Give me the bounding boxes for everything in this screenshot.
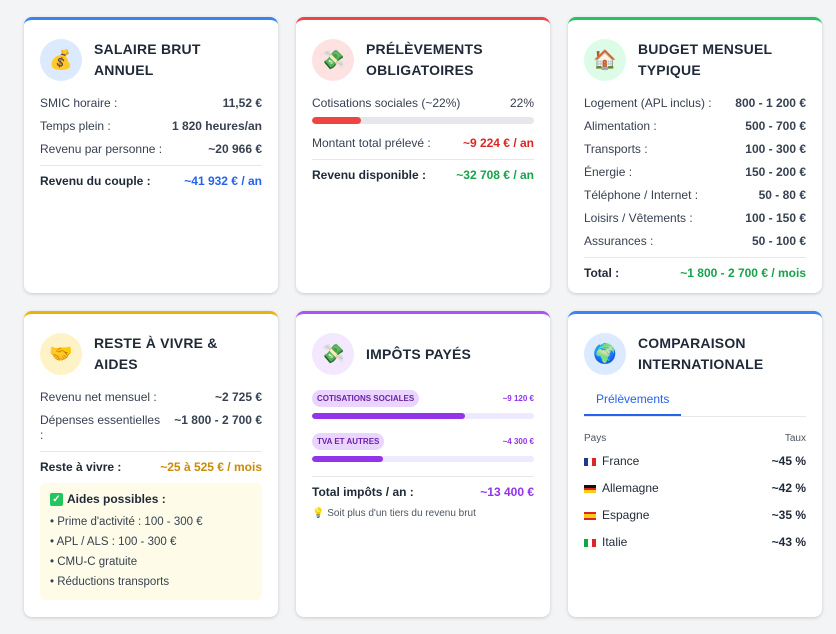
comparaison-title: Comparaison internationale: [638, 335, 764, 372]
budget-row: Assurances :50 - 100 €: [584, 234, 806, 248]
divider: [40, 451, 262, 452]
prelevements-title: Prélèvements obligatoires: [366, 41, 483, 78]
table-row: Italie ~43 %: [584, 535, 806, 549]
salaire-card: 💰 Salaire brut annuel SMIC horaire :11,5…: [24, 17, 278, 293]
reste-title: Reste à vivre & aides: [94, 335, 218, 372]
budget-row: Énergie :150 - 200 €: [584, 165, 806, 179]
prelevements-card: 💸 Prélèvements obligatoires Cotisations s…: [296, 17, 550, 293]
budget-card: 🏠 Budget mensuel typique Logement (APL in…: [568, 17, 822, 293]
table-header: Pays Taux: [584, 433, 806, 444]
reste-card: 🤝 Reste à vivre & aides Revenu net mensu…: [24, 311, 278, 617]
impots-card: 💸 Impôts payés Cotisations sociales ~9 12…: [296, 311, 550, 617]
budget-row: Loisirs / Vêtements :100 - 150 €: [584, 211, 806, 225]
total-row: Total : ~1 800 - 2 700 € / mois: [584, 266, 806, 280]
table-row: Allemagne ~42 %: [584, 481, 806, 495]
tax-badge: TVA et autres: [312, 433, 385, 450]
total-row: Revenu du couple : ~41 932 € / an: [40, 174, 262, 188]
list-item: APL / ALS : 100 - 300 €: [50, 532, 252, 552]
lightbulb-icon: 💡: [312, 508, 325, 519]
info-row: Revenu net mensuel : ~2 725 €: [40, 390, 262, 404]
flag-france-icon: [584, 457, 596, 466]
table-row: Espagne ~35 %: [584, 508, 806, 522]
total-row: Reste à vivre : ~25 à 525 € / mois: [40, 460, 262, 474]
flag-spain-icon: [584, 511, 596, 520]
globe-icon: 🌍: [584, 333, 626, 375]
list-item: CMU-C gratuite: [50, 552, 252, 572]
tax-badge: Cotisations sociales: [312, 390, 420, 407]
budget-title: Budget mensuel typique: [638, 41, 773, 78]
list-item: Prime d'activité : 100 - 300 €: [50, 512, 252, 532]
note: 💡 Soit plus d'un tiers du revenu brut: [312, 508, 476, 519]
money-bag-icon: 💰: [40, 39, 82, 81]
list-item: Réductions transports: [50, 572, 252, 592]
info-row: SMIC horaire :11,52 €: [40, 96, 262, 110]
table-row: France ~45 %: [584, 454, 806, 468]
tax-progress-bar: [312, 413, 534, 419]
impots-header: 💸 Impôts payés: [312, 332, 534, 376]
tab-prelevements[interactable]: Prélèvements: [584, 392, 682, 416]
disponible-row: Revenu disponible : ~32 708 € / an: [312, 168, 534, 182]
budget-row: Alimentation :500 - 700 €: [584, 119, 806, 133]
divider: [312, 476, 534, 477]
comparaison-header: 🌍 Comparaison internationale: [584, 332, 806, 376]
info-row: Dépenses essentielles : ~1 800 - 2 700 €: [40, 413, 262, 442]
budget-row: Logement (APL inclus) :800 - 1 200 €: [584, 96, 806, 110]
divider: [312, 159, 534, 160]
divider: [584, 257, 806, 258]
flag-germany-icon: [584, 484, 596, 493]
montant-row: Montant total prélevé : ~9 224 € / an: [312, 136, 534, 150]
banknotes-icon: 💸: [312, 333, 354, 375]
cotisations-row: Cotisations sociales (~22%) 22%: [312, 96, 534, 110]
prelevements-header: 💸 Prélèvements obligatoires: [312, 38, 534, 82]
check-icon: ✓: [50, 492, 63, 506]
cotisations-progress-bar: [312, 117, 534, 124]
banknotes-icon: 💸: [312, 39, 354, 81]
comparaison-card: 🌍 Comparaison internationale Prélèvements…: [568, 311, 822, 617]
house-icon: 🏠: [584, 39, 626, 81]
salaire-header: 💰 Salaire brut annuel: [40, 38, 262, 82]
impots-title: Impôts payés: [366, 345, 472, 362]
budget-header: 🏠 Budget mensuel typique: [584, 38, 806, 82]
info-row: Revenu par personne : ~20 966 €: [40, 142, 262, 156]
tax-progress-bar: [312, 456, 534, 462]
budget-row: Transports :100 - 300 €: [584, 142, 806, 156]
salaire-title: Salaire brut annuel: [94, 41, 201, 78]
info-row: Temps plein :1 820 heures/an: [40, 119, 262, 133]
reste-header: 🤝 Reste à vivre & aides: [40, 332, 262, 376]
divider: [40, 165, 262, 166]
total-row: Total impôts / an : ~13 400 €: [312, 485, 534, 499]
flag-italy-icon: [584, 538, 596, 547]
handshake-icon: 🤝: [40, 333, 82, 375]
aides-box: ✓Aides possibles : Prime d'activité : 10…: [40, 483, 262, 600]
tab-bar: Prélèvements: [584, 390, 806, 417]
budget-row: Téléphone / Internet :50 - 80 €: [584, 188, 806, 202]
